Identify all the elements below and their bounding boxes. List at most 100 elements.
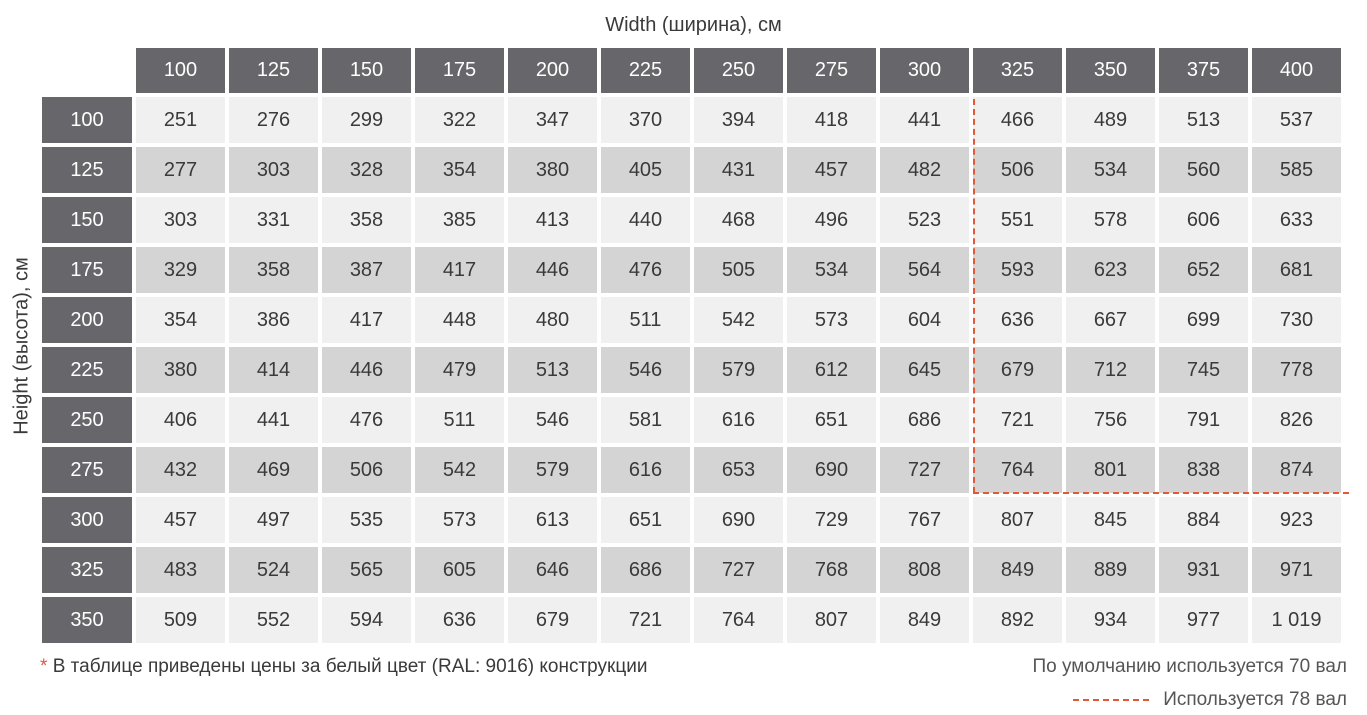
price-cell: 468 (694, 197, 783, 243)
price-cell: 534 (787, 247, 876, 293)
price-cell: 417 (415, 247, 504, 293)
price-cell: 414 (229, 347, 318, 393)
row-header: 250 (42, 397, 132, 443)
price-cell: 934 (1066, 597, 1155, 643)
price-cell: 303 (229, 147, 318, 193)
price-cell: 479 (415, 347, 504, 393)
row-header: 225 (42, 347, 132, 393)
price-cell: 354 (136, 297, 225, 343)
price-cell: 534 (1066, 147, 1155, 193)
price-cell: 358 (229, 247, 318, 293)
column-header: 125 (229, 48, 318, 93)
price-cell: 564 (880, 247, 969, 293)
price-cell: 808 (880, 547, 969, 593)
price-cell: 807 (973, 497, 1062, 543)
price-cell: 446 (322, 347, 411, 393)
price-cell: 552 (229, 597, 318, 643)
price-cell: 764 (694, 597, 783, 643)
price-cell: 681 (1252, 247, 1341, 293)
price-cell: 606 (1159, 197, 1248, 243)
price-cell: 394 (694, 97, 783, 143)
price-cell: 849 (973, 547, 1062, 593)
price-cell: 441 (229, 397, 318, 443)
column-header: 150 (322, 48, 411, 93)
price-cell: 579 (694, 347, 783, 393)
price-cell: 727 (694, 547, 783, 593)
price-cell: 560 (1159, 147, 1248, 193)
price-cell: 489 (1066, 97, 1155, 143)
table-row: 250 406 441 476 511 546 581 616 651 686 721 756 791 8… (42, 397, 1341, 443)
price-cell: 652 (1159, 247, 1248, 293)
price-cell: 613 (508, 497, 597, 543)
price-cell: 729 (787, 497, 876, 543)
price-cell: 579 (508, 447, 597, 493)
column-header: 225 (601, 48, 690, 93)
price-cell: 546 (601, 347, 690, 393)
table-row: 275 432 469 506 542 579 616 653 690 727 764 801 838 8… (42, 447, 1341, 493)
price-cell: 730 (1252, 297, 1341, 343)
price-cell: 791 (1159, 397, 1248, 443)
price-cell: 380 (136, 347, 225, 393)
price-cell: 480 (508, 297, 597, 343)
price-cell: 506 (322, 447, 411, 493)
price-cell: 542 (694, 297, 783, 343)
price-cell: 801 (1066, 447, 1155, 493)
column-header: 175 (415, 48, 504, 93)
price-cell: 370 (601, 97, 690, 143)
price-cell: 476 (322, 397, 411, 443)
price-cell: 505 (694, 247, 783, 293)
price-cell: 506 (973, 147, 1062, 193)
table-row: 100 251 276 299 322 347 370 394 418 441 466 489 513 5… (42, 97, 1341, 143)
price-cell: 482 (880, 147, 969, 193)
price-cell: 616 (601, 447, 690, 493)
corner-cell (42, 48, 132, 93)
price-cell: 578 (1066, 197, 1155, 243)
price-cell: 690 (787, 447, 876, 493)
row-header: 200 (42, 297, 132, 343)
price-cell: 686 (880, 397, 969, 443)
price-cell: 509 (136, 597, 225, 643)
price-cell: 277 (136, 147, 225, 193)
row-header: 100 (42, 97, 132, 143)
price-cell: 745 (1159, 347, 1248, 393)
price-cell: 651 (787, 397, 876, 443)
price-cell: 476 (601, 247, 690, 293)
price-cell: 329 (136, 247, 225, 293)
price-cell: 892 (973, 597, 1062, 643)
price-cell: 457 (787, 147, 876, 193)
price-cell: 347 (508, 97, 597, 143)
price-cell: 469 (229, 447, 318, 493)
table-row: 175 329 358 387 417 446 476 505 534 564 593 623 652 6… (42, 247, 1341, 293)
price-cell: 690 (694, 497, 783, 543)
price-cell: 496 (787, 197, 876, 243)
price-cell: 565 (322, 547, 411, 593)
price-cell: 551 (973, 197, 1062, 243)
column-header: 300 (880, 48, 969, 93)
row-header: 300 (42, 497, 132, 543)
price-cell: 605 (415, 547, 504, 593)
legend-78-shaft: Используется 78 вал (1073, 689, 1347, 711)
column-header-row: 100 125 150 175 200 225 250 275 300 325 … (42, 48, 1341, 93)
price-cell: 667 (1066, 297, 1155, 343)
price-cell: 686 (601, 547, 690, 593)
price-cell: 466 (973, 97, 1062, 143)
footnote: * В таблице приведены цены за белый цвет… (40, 656, 647, 678)
table-row: 225 380 414 446 479 513 546 579 612 645 679 712 745 7… (42, 347, 1341, 393)
legend-default-shaft: По умолчанию используется 70 вал (1032, 656, 1347, 677)
price-cell: 633 (1252, 197, 1341, 243)
price-cell: 645 (880, 347, 969, 393)
price-cell: 756 (1066, 397, 1155, 443)
price-cell: 971 (1252, 547, 1341, 593)
price-cell: 386 (229, 297, 318, 343)
table-row: 325 483 524 565 605 646 686 727 768 808 849 889 931 9… (42, 547, 1341, 593)
price-cell: 604 (880, 297, 969, 343)
row-header: 350 (42, 597, 132, 643)
price-cell: 778 (1252, 347, 1341, 393)
row-header: 125 (42, 147, 132, 193)
height-axis-title: Height (высота), см (10, 257, 33, 435)
column-header: 200 (508, 48, 597, 93)
table-row: 125 277 303 328 354 380 405 431 457 482 506 534 560 5… (42, 147, 1341, 193)
price-cell: 417 (322, 297, 411, 343)
footnote-asterisk: * (40, 656, 48, 677)
price-cell: 418 (787, 97, 876, 143)
